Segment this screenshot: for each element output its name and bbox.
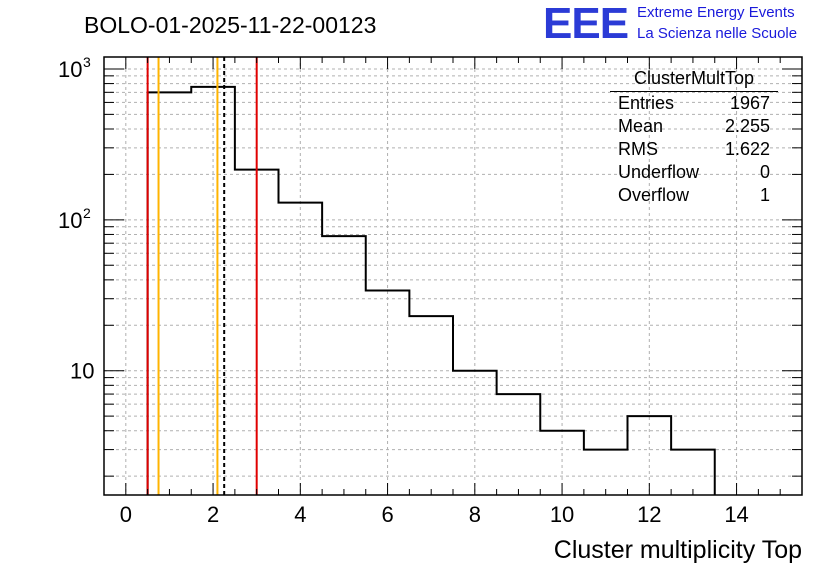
y-tick-exponent: 2 bbox=[83, 205, 91, 221]
chart-title: BOLO-01-2025-11-22-00123 bbox=[84, 12, 377, 38]
eee-logo: EEE bbox=[543, 0, 629, 48]
histogram-bin bbox=[453, 371, 497, 495]
stats-value: 1 bbox=[759, 185, 770, 205]
stats-title: ClusterMultTop bbox=[610, 68, 778, 92]
stats-value: 1967 bbox=[729, 93, 770, 113]
stats-value: 0 bbox=[759, 162, 770, 182]
histogram-bin bbox=[191, 87, 235, 495]
stats-label: Mean bbox=[618, 116, 664, 136]
x-tick-label: 2 bbox=[207, 502, 219, 527]
stats-box: ClusterMultTop Entries 1967 Mean 2.255 R… bbox=[610, 68, 778, 208]
x-tick-label: 14 bbox=[724, 502, 748, 527]
x-tick-label: 6 bbox=[381, 502, 393, 527]
x-tick-label: 4 bbox=[294, 502, 306, 527]
y-tick-label: 10 bbox=[58, 57, 82, 82]
histogram-bin bbox=[279, 203, 323, 495]
logo-line-1: Extreme Energy Events bbox=[637, 4, 795, 21]
y-tick-label: 10 bbox=[58, 208, 82, 233]
stats-row: Underflow 0 bbox=[610, 162, 778, 185]
stats-value: 2.255 bbox=[724, 116, 770, 136]
x-tick-label: 12 bbox=[637, 502, 661, 527]
y-tick-exponent: 3 bbox=[83, 54, 91, 70]
x-tick-label: 10 bbox=[550, 502, 574, 527]
logo-line-2: La Scienza nelle Scuole bbox=[637, 25, 798, 42]
stats-value: 1.622 bbox=[724, 139, 770, 159]
stats-label: RMS bbox=[618, 139, 658, 159]
histogram-bars bbox=[146, 85, 716, 495]
stats-label: Underflow bbox=[618, 162, 700, 182]
histogram-bin bbox=[409, 316, 453, 495]
histogram-bin bbox=[671, 450, 715, 495]
stats-row: RMS 1.622 bbox=[610, 139, 778, 162]
axis-ticks bbox=[103, 57, 803, 495]
stats-label: Overflow bbox=[618, 185, 690, 205]
stats-row: Overflow 1 bbox=[610, 185, 778, 208]
stats-row: Entries 1967 bbox=[610, 93, 778, 116]
x-tick-label: 8 bbox=[469, 502, 481, 527]
histogram-bin bbox=[497, 394, 541, 495]
histogram-bin bbox=[148, 92, 192, 495]
histogram-bin bbox=[366, 291, 410, 495]
stats-row: Mean 2.255 bbox=[610, 116, 778, 139]
histogram-bin bbox=[322, 236, 366, 495]
histogram-bin bbox=[584, 450, 628, 495]
histogram-outline bbox=[146, 85, 716, 495]
stats-label: Entries bbox=[618, 93, 675, 113]
marker-lines bbox=[146, 57, 258, 495]
y-tick-label: 10 bbox=[70, 359, 94, 384]
x-axis-label: Cluster multiplicity Top bbox=[553, 536, 802, 564]
x-tick-label: 0 bbox=[120, 502, 132, 527]
